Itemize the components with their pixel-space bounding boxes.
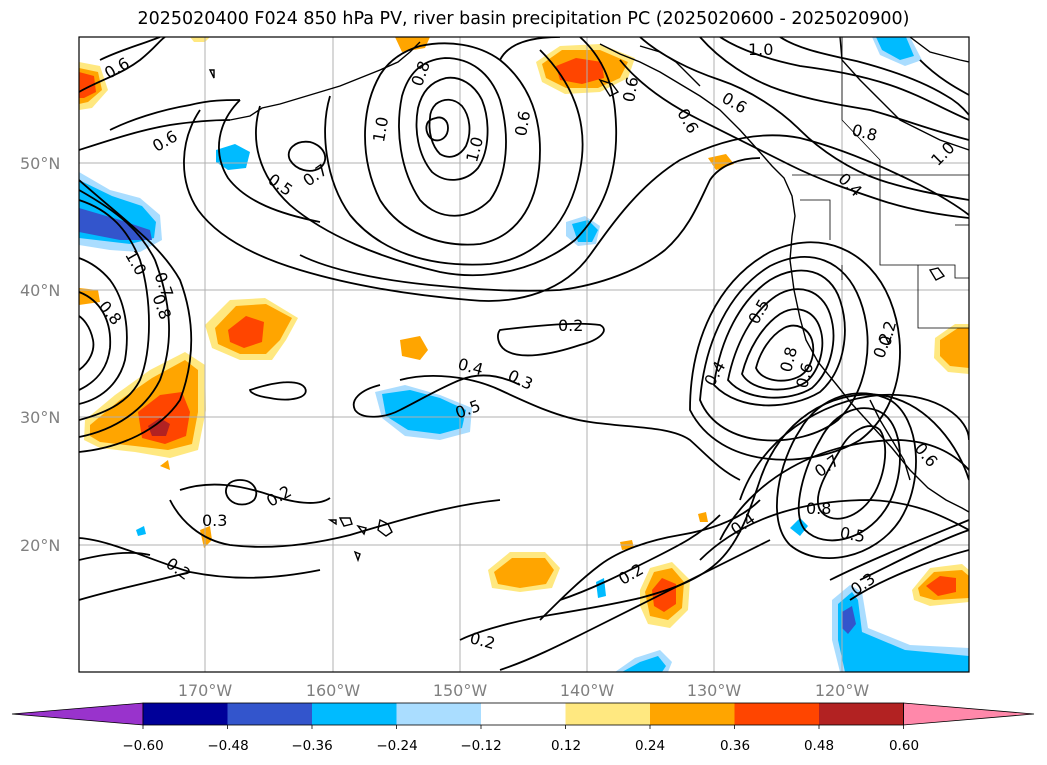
lon-labels: 170°W 160°W 150°W 140°W 130°W 120°W: [178, 681, 870, 700]
colorbar-tick-label: −0.24: [376, 738, 417, 754]
colorbar-segment: [227, 703, 313, 725]
borders: [792, 37, 969, 329]
shade-blue: [622, 656, 666, 672]
colorbar-ticks: −0.60 −0.48 −0.36 −0.24 −0.12 0.12 0.24 …: [122, 738, 919, 754]
shade-blue: [838, 592, 969, 672]
shade-blue: [876, 37, 914, 60]
contour-label: 0.3: [202, 511, 227, 530]
lon-label: 140°W: [560, 681, 615, 700]
colorbar-segment: [143, 703, 228, 725]
contour-label: 0.6: [149, 126, 181, 155]
lat-label: 50°N: [20, 154, 60, 173]
contour-label: 0.5: [264, 170, 296, 200]
contour-label: 0.6: [673, 105, 702, 137]
contour-label: 0.8: [407, 58, 434, 88]
lon-label: 170°W: [178, 681, 233, 700]
colorbar-segment: [734, 703, 820, 725]
shade-orange: [395, 37, 430, 52]
contour-label: 0.2: [162, 554, 194, 584]
colorbar-segment: [819, 703, 904, 725]
colorbar-outline: [142, 702, 904, 726]
pv-contours: [79, 37, 969, 671]
colorbar-segment: [312, 703, 397, 725]
contour-label: 0.2: [468, 628, 498, 653]
lat-label: 20°N: [20, 536, 60, 555]
coastlines: [208, 37, 969, 563]
shade-red: [926, 576, 956, 596]
colorbar-tick-label: 0.36: [720, 738, 750, 754]
contour-label: 0.8: [806, 499, 831, 518]
contour-label: 0.4: [834, 169, 865, 200]
contour-label: 0.8: [148, 292, 175, 322]
colorbar-segment: [396, 703, 482, 725]
shade-red: [228, 316, 264, 348]
contour-label: 0.2: [875, 319, 900, 349]
contour-label: 0.4: [700, 358, 729, 390]
colorbar-tick-label: 0.60: [889, 738, 919, 754]
lat-label: 40°N: [20, 281, 60, 300]
lat-label: 30°N: [20, 408, 60, 427]
colorbar-segment: [650, 703, 735, 725]
shade-orange: [698, 512, 708, 522]
colorbar-extend-low: [11, 702, 144, 726]
contour-label: 0.7: [299, 160, 331, 190]
colorbar-tick-label: −0.48: [207, 738, 248, 754]
contour-label: 0.2: [263, 481, 295, 510]
shade-red: [556, 58, 604, 84]
shade-darkblue: [79, 208, 152, 240]
contour-label: 1.0: [462, 135, 487, 165]
lat-labels: 50°N 40°N 30°N 20°N: [20, 154, 60, 555]
shade-blue: [790, 518, 808, 536]
colorbar-tick-label: 0.48: [804, 738, 834, 754]
colorbar-tick-label: −0.60: [122, 738, 163, 754]
map-title: 2025020400 F024 850 hPa PV, river basin …: [137, 9, 910, 29]
colorbar-segment: [565, 703, 651, 725]
lon-label: 130°W: [687, 681, 742, 700]
contour-label: 0.6: [511, 109, 534, 137]
contour-label: 0.5: [838, 523, 866, 546]
shade-blue: [136, 526, 146, 536]
lon-label: 160°W: [306, 681, 361, 700]
colorbar-tick-label: −0.36: [291, 738, 332, 754]
colorbar-segment: [481, 703, 566, 725]
shade-red: [79, 72, 96, 98]
contour-label: 1.0: [927, 138, 958, 169]
shade-red: [652, 578, 676, 612]
colorbar-tick-label: −0.12: [460, 738, 501, 754]
colorbar-tick-label: 0.24: [635, 738, 665, 754]
shade-blue: [596, 578, 606, 598]
shade-blue: [216, 144, 250, 170]
contour-label: 1.0: [121, 247, 150, 279]
contour-label: 0.5: [453, 396, 483, 423]
colorbar-extend-high: [903, 702, 1035, 726]
contour-label: 0.8: [850, 120, 880, 145]
precip-shading: [79, 37, 969, 672]
colorbar-tick-label: 0.12: [551, 738, 581, 754]
shade-orange: [190, 37, 210, 42]
contour-label: 0.2: [558, 316, 583, 335]
contour-label: 0.3: [505, 366, 536, 394]
shade-blue: [382, 390, 466, 434]
shade-orange: [494, 558, 554, 588]
shade-orange: [940, 328, 969, 368]
shade-orange: [400, 336, 428, 360]
lon-label: 150°W: [433, 681, 488, 700]
shade-orange: [160, 460, 170, 470]
contour-label: 0.6: [619, 75, 642, 103]
colorbar: [11, 702, 1035, 729]
contour-label: 1.0: [369, 115, 392, 143]
shade-orange: [708, 154, 734, 170]
shade-darkblue: [842, 606, 856, 634]
map-frame: [78, 36, 970, 673]
contour-label: 1.0: [748, 40, 773, 59]
lon-label: 120°W: [815, 681, 870, 700]
shade-darkred: [148, 418, 170, 436]
